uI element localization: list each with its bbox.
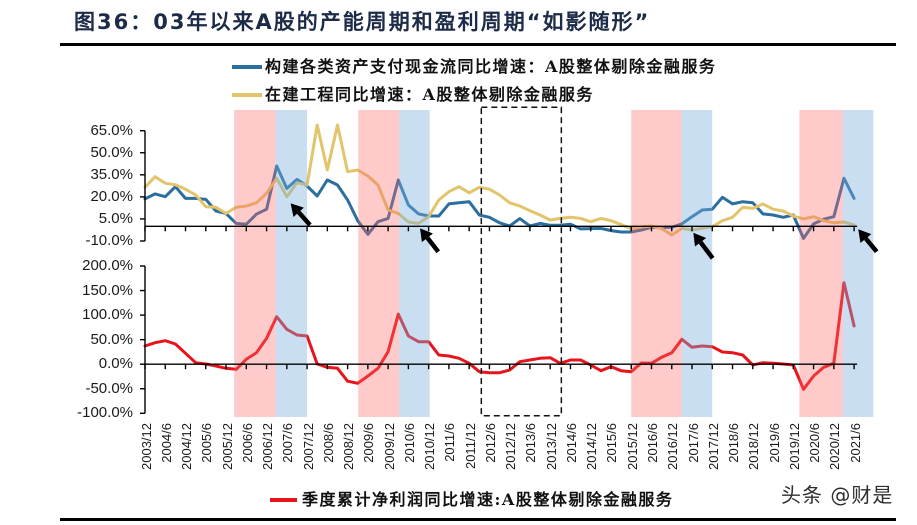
capex-cashflow-growth-line bbox=[143, 164, 856, 240]
x-tick-label: 2021/6 bbox=[847, 423, 863, 463]
net-profit-growth-line bbox=[143, 281, 856, 391]
axes bbox=[140, 129, 858, 414]
y-tick-label: 200.0% bbox=[82, 257, 133, 274]
annotations bbox=[290, 106, 879, 417]
figure-title: 图36：03年以来A股的产能周期和盈利周期“如影随形” bbox=[74, 10, 651, 34]
x-tick-label: 2003/12 bbox=[138, 423, 154, 470]
y-tick-label: 35.0% bbox=[90, 165, 133, 183]
x-tick-label: 2017/12 bbox=[705, 423, 721, 470]
x-tick-label: 2009/12 bbox=[381, 423, 397, 470]
x-tick-label: 2007/6 bbox=[280, 423, 296, 463]
arrow-shaft bbox=[698, 240, 715, 260]
x-tick-label: 2012/6 bbox=[482, 423, 498, 463]
x-tick-label: 2016/12 bbox=[665, 423, 681, 470]
x-tick-label: 2006/12 bbox=[260, 423, 276, 470]
arrow-head bbox=[420, 228, 433, 243]
annotation-arrow-icon bbox=[420, 228, 441, 254]
y-tick-label: 65.0% bbox=[90, 121, 133, 139]
x-tick-label: 2009/6 bbox=[361, 423, 377, 463]
highlight-band-red bbox=[631, 110, 682, 417]
legend-item-net-profit-growth: 季度累计净利润同比增速:A股整体剔除金融服务 bbox=[270, 490, 673, 510]
arrow-head bbox=[290, 203, 304, 217]
arrow-shaft bbox=[425, 236, 441, 254]
x-tick-label: 2013/12 bbox=[543, 423, 559, 470]
highlight-band-red bbox=[358, 110, 400, 417]
highlight-band-blue bbox=[842, 110, 874, 417]
x-tick-label: 2010/6 bbox=[401, 423, 417, 463]
legend-label: 在建工程同比增速：A股整体剔除金融服务 bbox=[265, 85, 594, 104]
series-layer bbox=[143, 123, 856, 391]
y-tick-label: 50.0% bbox=[90, 330, 133, 348]
y-tick-label: -100.0% bbox=[77, 404, 133, 422]
annotation-arrow-icon bbox=[858, 229, 879, 254]
y-tick-label: 0.0% bbox=[98, 355, 133, 373]
x-tick-label: 2004/12 bbox=[179, 423, 195, 470]
x-tick-label: 2014/12 bbox=[584, 423, 600, 470]
x-tick-label: 2006/6 bbox=[239, 423, 255, 463]
x-tick-label: 2017/6 bbox=[685, 423, 701, 463]
x-tick-label: 2011/6 bbox=[442, 423, 458, 462]
arrow-shaft bbox=[296, 210, 312, 227]
y-tick-label: 150.0% bbox=[82, 281, 133, 299]
annotation-arrow-icon bbox=[693, 232, 715, 260]
highlight-band-red bbox=[234, 110, 276, 417]
title-divider bbox=[60, 43, 896, 46]
arrow-head bbox=[858, 229, 872, 243]
y-tick-label: 100.0% bbox=[82, 306, 133, 324]
watermark: 头条 @财是 bbox=[781, 483, 894, 507]
construction-in-progress-growth-line bbox=[143, 123, 856, 237]
y-tick-label: -10.0% bbox=[85, 232, 133, 249]
x-tick-label: 2018/12 bbox=[746, 423, 762, 470]
highlight-bands bbox=[234, 110, 874, 417]
legend-label: 构建各类资产支付现金流同比增速：A股整体剔除金融服务 bbox=[265, 57, 717, 76]
x-tick-label: 2005/6 bbox=[199, 423, 215, 463]
x-tick-label: 2005/12 bbox=[219, 423, 235, 470]
x-tick-label: 2004/6 bbox=[158, 423, 174, 463]
annotation-arrow-icon bbox=[290, 203, 312, 227]
y-tick-label: 20.0% bbox=[90, 187, 133, 205]
highlight-band-red bbox=[799, 110, 843, 417]
arrow-shaft bbox=[864, 237, 879, 254]
highlight-band-blue bbox=[399, 110, 430, 417]
y-tick-label: 5.0% bbox=[98, 209, 133, 227]
x-tick-label: 2010/12 bbox=[422, 423, 438, 470]
x-tick-label: 2008/12 bbox=[341, 423, 357, 470]
y-tick-label: -50.0% bbox=[85, 379, 133, 397]
x-tick-label: 2016/6 bbox=[645, 423, 660, 463]
legend-swatch-blue bbox=[232, 65, 262, 69]
legend-item-capex-cashflow-growth: 构建各类资产支付现金流同比增速：A股整体剔除金融服务 bbox=[232, 57, 716, 77]
legend-swatch-red bbox=[270, 498, 297, 502]
dashed-highlight-box bbox=[480, 106, 563, 417]
x-tick-label: 2013/6 bbox=[523, 423, 539, 463]
x-tick-label: 2019/6 bbox=[766, 423, 782, 463]
x-tick-label: 2015/6 bbox=[604, 423, 620, 463]
y-tick-label: 50.0% bbox=[90, 143, 133, 161]
x-tick-label: 2012/12 bbox=[503, 423, 519, 470]
x-tick-label: 2014/6 bbox=[563, 423, 579, 463]
legend-swatch-yellow bbox=[232, 93, 262, 97]
x-tick-label: 2011/12 bbox=[462, 423, 478, 470]
bottom-divider bbox=[60, 518, 896, 521]
highlight-band-blue bbox=[275, 110, 308, 417]
highlight-band-blue bbox=[681, 110, 713, 417]
x-tick-label: 2020/12 bbox=[827, 423, 843, 470]
legend-label: 季度累计净利润同比增速:A股整体剔除金融服务 bbox=[302, 490, 674, 509]
x-tick-label: 2019/12 bbox=[786, 423, 802, 470]
x-tick-label: 2007/12 bbox=[300, 423, 316, 470]
x-tick-label: 2015/12 bbox=[624, 423, 640, 470]
x-tick-label: 2008/6 bbox=[320, 423, 336, 463]
legend-item-construction-in-progress-growth: 在建工程同比增速：A股整体剔除金融服务 bbox=[232, 85, 594, 105]
x-tick-label: 2020/6 bbox=[807, 423, 823, 463]
x-tick-label: 2018/6 bbox=[726, 423, 742, 463]
arrow-head bbox=[693, 232, 707, 247]
